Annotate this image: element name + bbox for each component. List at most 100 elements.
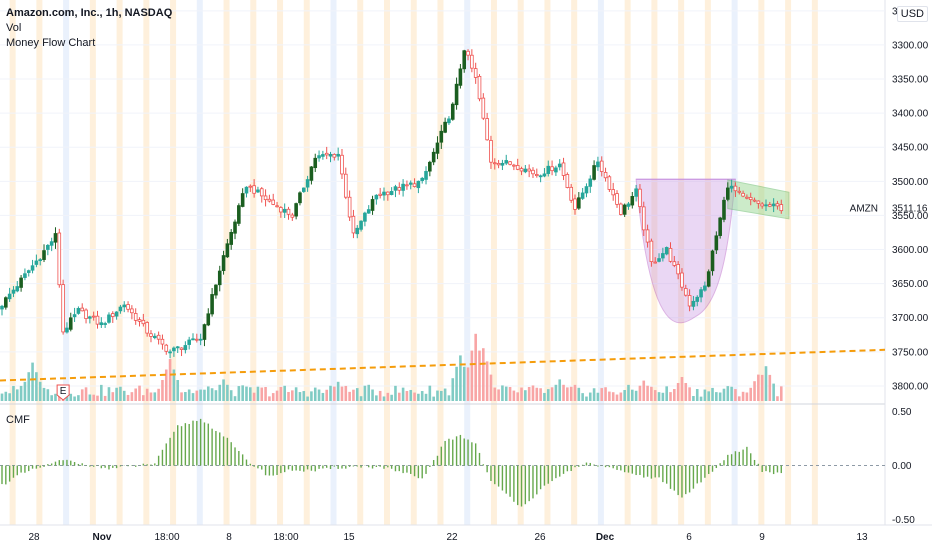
candle-body [672, 261, 677, 266]
session-stripe [143, 0, 150, 525]
volume-bar [543, 392, 546, 401]
volume-bar [718, 392, 722, 401]
session-stripe [517, 0, 524, 525]
volume-bar [497, 389, 500, 401]
session-stripe [624, 0, 631, 525]
volume-bar [665, 386, 668, 401]
candle-body [84, 309, 88, 319]
candle-body [110, 313, 115, 317]
candle-body [577, 197, 581, 209]
candle-body [19, 277, 23, 288]
cmf-tick-label: 0.50 [892, 407, 912, 418]
volume-bar [157, 388, 160, 401]
candle-body [366, 209, 371, 214]
candle-body [626, 203, 631, 207]
volume-bar [424, 393, 428, 401]
session-stripe [811, 0, 818, 525]
candle-body [359, 220, 363, 230]
volume-bar [310, 391, 313, 401]
volume-bar [684, 383, 688, 401]
candle-body [683, 288, 688, 296]
volume-bar [459, 355, 462, 401]
price-tick-label: 3600.00 [892, 245, 929, 256]
candle-body [508, 161, 512, 165]
symbol-tag: AMZN [850, 203, 878, 214]
candle-body [214, 284, 218, 296]
volume-bar [352, 389, 355, 401]
candle-body [550, 166, 554, 172]
candle-body [489, 140, 493, 163]
candle-body [164, 344, 169, 352]
candle-body [210, 294, 214, 315]
volume-bar [501, 385, 504, 401]
candle-body [168, 351, 172, 354]
price-tick-label: 3450.00 [892, 143, 929, 154]
candle-body [256, 189, 260, 193]
candle-body [91, 315, 96, 318]
volume-bar [184, 392, 187, 401]
volume-bar [516, 392, 519, 401]
time-tick-label: 22 [446, 532, 458, 543]
price-tick-label: 3350.00 [892, 75, 929, 86]
volume-bar [321, 392, 325, 401]
volume-bar [443, 388, 447, 401]
time-tick-label: 6 [686, 532, 692, 543]
candle-body [378, 193, 382, 196]
candle-body [661, 253, 665, 259]
candle-body [748, 197, 753, 200]
candle-body [7, 293, 12, 300]
candle-body [301, 187, 306, 192]
session-stripe [678, 0, 685, 525]
candle-body [374, 194, 379, 200]
time-tick-label: Nov [93, 532, 112, 543]
candle-body [221, 255, 226, 272]
candle-body [764, 204, 768, 207]
session-stripe [303, 0, 310, 525]
volume-bar [291, 390, 294, 401]
volume-bar [566, 387, 569, 401]
candle-body [641, 206, 646, 231]
volume-bar [241, 385, 244, 401]
candle-body [65, 327, 69, 333]
candle-body [202, 324, 207, 340]
candle-body [198, 338, 203, 341]
candle-body [718, 217, 722, 236]
volume-bar [333, 386, 336, 401]
volume-bar [46, 389, 50, 401]
candle-body [676, 264, 680, 275]
session-stripe [731, 0, 738, 525]
candle-body [80, 307, 85, 312]
volume-bar [757, 374, 760, 401]
candle-body [11, 289, 16, 294]
candle-body [252, 185, 256, 194]
volume-bar [634, 390, 638, 401]
indicator-legend[interactable]: Money Flow Chart [6, 37, 96, 49]
candle-body [336, 153, 340, 157]
volume-bar [623, 390, 626, 401]
volume-bar [264, 387, 267, 401]
price-tick-label: 3400.00 [892, 109, 929, 120]
candle-body [630, 196, 635, 206]
chart-legend: Amazon.com, Inc., 1h, NASDAQ Vol Money F… [6, 6, 172, 51]
candle-body [596, 161, 600, 168]
candle-layer [0, 49, 784, 359]
candle-body [504, 160, 509, 164]
currency-label[interactable]: USD [896, 6, 928, 22]
cmf-pane-label[interactable]: CMF [6, 414, 30, 426]
candle-body [259, 188, 264, 197]
volume-bar [336, 381, 340, 401]
price-tick-label: 3700.00 [892, 313, 929, 324]
candle-body [363, 212, 367, 222]
candle-body [317, 155, 321, 159]
volume-legend[interactable]: Vol [6, 22, 22, 34]
symbol-title[interactable]: Amazon.com, Inc., 1h, NASDAQ [6, 7, 173, 19]
candle-body [393, 186, 398, 191]
volume-bar [715, 392, 718, 401]
price-tick-label: 3750.00 [892, 347, 929, 358]
candle-body [61, 284, 65, 333]
candle-body [233, 221, 237, 234]
candle-body [0, 305, 4, 310]
volume-bar [31, 362, 34, 401]
